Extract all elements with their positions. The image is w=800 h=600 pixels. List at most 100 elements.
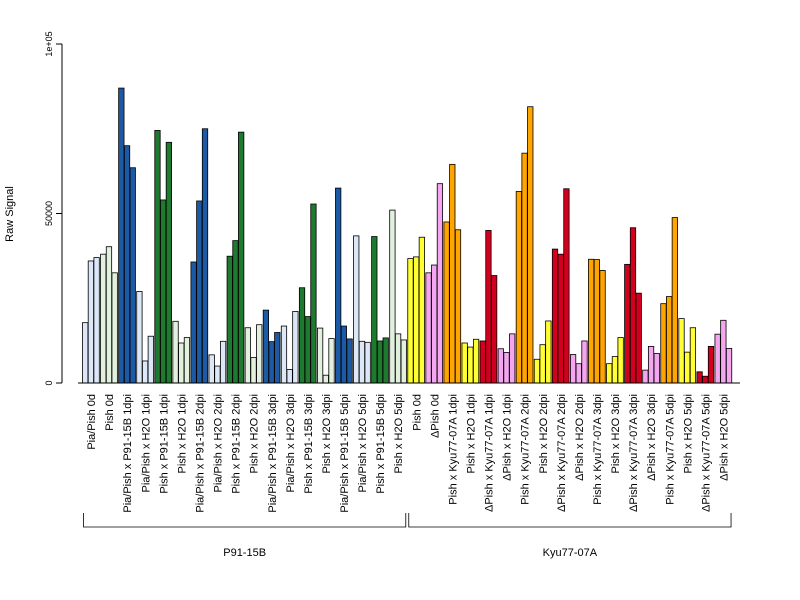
- group-label-0: P91-15B: [223, 547, 266, 559]
- x-tick-label-10: Pia/Pish x P91-15B 3dpi: [267, 394, 279, 513]
- bar-31-2: [653, 353, 660, 384]
- x-tick-label-29: Pish x H2O 3dpi: [610, 394, 622, 473]
- bar-15-2: [364, 341, 371, 384]
- bar-35-1: [720, 319, 727, 384]
- bar-2-1: [123, 145, 131, 384]
- bar-1-0: [100, 253, 107, 384]
- bar-14-1: [340, 325, 347, 384]
- bar-10-2: [274, 332, 281, 384]
- x-tick-label-21: Pish x H2O 1dpi: [466, 394, 478, 473]
- bar-2-0: [118, 87, 125, 384]
- bar-28-0: [588, 258, 595, 384]
- bar-9-1: [250, 357, 257, 384]
- bar-10-1: [268, 341, 275, 384]
- bar-30-1: [629, 227, 637, 384]
- bar-4-2: [165, 141, 172, 384]
- x-tick-label-23: ΔPish x H2O 1dpi: [502, 394, 514, 481]
- bar-4-0: [154, 130, 161, 384]
- bar-29-1: [611, 356, 619, 384]
- x-tick-label-15: Pia/Pish x H2O 5dpi: [357, 394, 369, 492]
- bar-22-1: [485, 230, 492, 384]
- bar-19-0: [425, 272, 432, 384]
- bar-34-0: [696, 371, 703, 384]
- group-brackets: P91-15B Kyu77-07A: [83, 513, 732, 559]
- bar-23-0: [497, 348, 504, 384]
- x-tick-label-1: Pish 0d: [104, 394, 116, 431]
- bar-17-2: [400, 339, 407, 384]
- x-tick-label-30: ΔPish x Kyu77-07A 3dpi: [628, 394, 640, 512]
- bar-19-1: [431, 264, 438, 384]
- bar-23-1: [503, 352, 510, 384]
- bar-11-1: [286, 369, 293, 384]
- x-tick-label-3: Pia/Pish x H2O 1dpi: [140, 394, 152, 492]
- bar-34-1: [702, 375, 709, 384]
- bar-2-2: [129, 167, 136, 384]
- x-tick-label-20: Pish x Kyu77-07A 1dpi: [447, 394, 459, 505]
- bar-7-1: [214, 365, 221, 384]
- bar-27-2: [581, 340, 588, 384]
- bar-20-0: [443, 221, 450, 384]
- y-tick-label-0: 0: [44, 380, 54, 385]
- bar-32-2: [671, 217, 678, 384]
- x-tick-label-34: ΔPish x Kyu77-07A 5dpi: [700, 394, 712, 512]
- x-tick-label-11: Pia/Pish x H2O 3dpi: [285, 394, 297, 492]
- bar-11-2: [292, 311, 299, 384]
- x-tick-label-8: Pish x P91-15B 2dpi: [231, 394, 243, 494]
- bar-22-2: [491, 275, 498, 384]
- bar-33-2: [689, 327, 697, 384]
- bar-22-0: [479, 340, 486, 384]
- bar-24-0: [515, 191, 522, 384]
- bar-13-2: [328, 338, 335, 384]
- bar-15-0: [353, 235, 360, 384]
- x-tick-label-2: Pia/Pish x P91-15B 1dpi: [122, 394, 134, 513]
- bar-0-0: [82, 322, 89, 384]
- bar-9-0: [244, 327, 251, 384]
- x-tick-label-4: Pish x P91-15B 1dpi: [158, 394, 170, 494]
- bar-25-0: [533, 358, 541, 384]
- bar-18-1: [413, 256, 420, 384]
- group-bracket-0: [83, 513, 407, 528]
- bar-3-0: [136, 291, 143, 384]
- bar-32-0: [660, 303, 667, 384]
- y-axis-label: Raw Signal: [4, 186, 16, 242]
- bar-25-1: [539, 344, 546, 384]
- bar-12-2: [310, 203, 317, 384]
- bar-0-1: [87, 260, 94, 384]
- bar-19-2: [436, 183, 444, 384]
- bar-12-0: [298, 287, 306, 384]
- bar-1-2: [111, 272, 118, 384]
- x-tick-label-22: ΔPish x Kyu77-07A 1dpi: [484, 394, 496, 512]
- bar-14-2: [346, 338, 353, 384]
- bar-21-0: [461, 342, 468, 384]
- group-bracket-1: [408, 513, 732, 528]
- bar-0-2: [93, 257, 100, 384]
- bar-26-1: [557, 253, 564, 384]
- bar-20-2: [454, 229, 462, 384]
- x-tick-label-35: ΔPish x H2O 5dpi: [719, 394, 731, 481]
- bar-26-2: [563, 188, 570, 384]
- bar-1-1: [105, 246, 113, 384]
- bar-13-0: [317, 327, 324, 384]
- y-tick-label-2: 1e+05: [44, 31, 54, 56]
- bar-14-0: [335, 187, 342, 384]
- bar-5-0: [172, 320, 179, 384]
- bar-16-1: [376, 340, 384, 384]
- x-tick-label-0: Pia/Pish 0d: [86, 394, 98, 450]
- bar-6-2: [201, 128, 209, 384]
- bar-24-1: [521, 152, 528, 384]
- bar-20-1: [449, 163, 456, 384]
- x-tick-label-16: Pish x P91-15B 5dpi: [375, 394, 387, 494]
- bar-27-0: [569, 354, 577, 384]
- bar-8-1: [232, 240, 239, 384]
- x-tick-label-5: Pish x H2O 1dpi: [176, 394, 188, 473]
- y-axis: 0 50000 1e+05: [44, 31, 63, 386]
- bar-34-2: [707, 345, 715, 384]
- x-tick-label-26: ΔPish x Kyu77-07A 2dpi: [556, 394, 568, 512]
- bar-16-0: [371, 236, 378, 384]
- x-tick-label-33: Pish x H2O 5dpi: [682, 394, 694, 473]
- bar-23-2: [509, 333, 516, 384]
- bar-6-1: [196, 200, 203, 384]
- bar-7-2: [219, 340, 227, 384]
- y-tick-label-1: 50000: [44, 201, 54, 226]
